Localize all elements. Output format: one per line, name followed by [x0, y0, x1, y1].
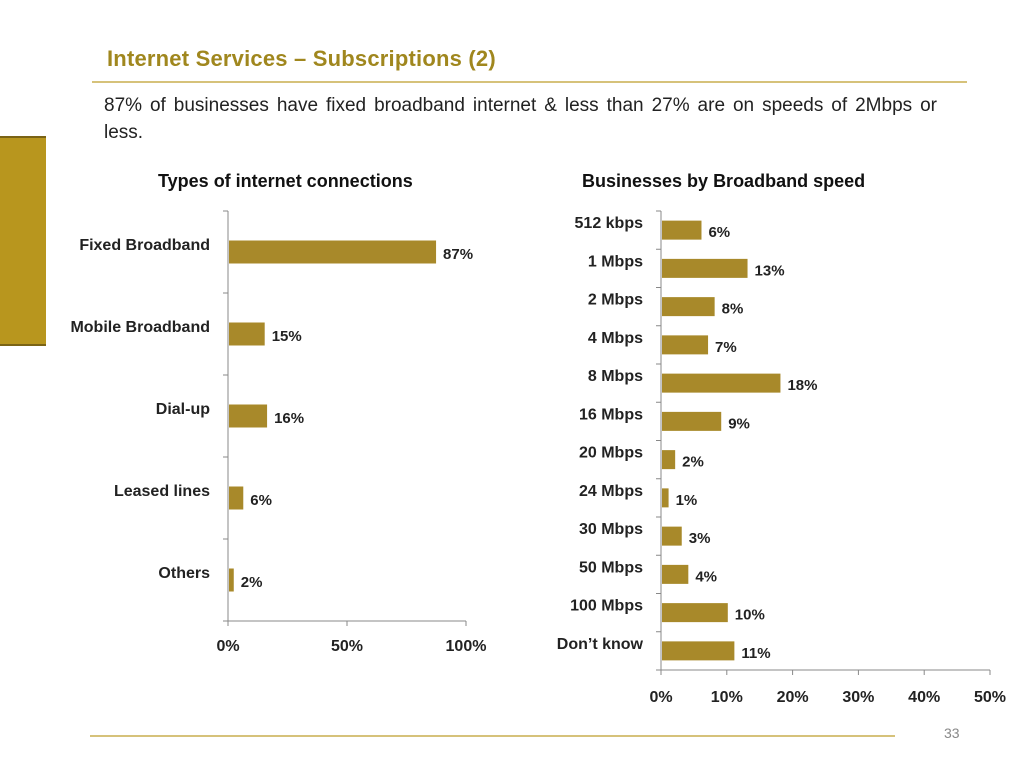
data-label: 8% — [722, 301, 744, 318]
title-divider — [92, 81, 967, 83]
data-label: 6% — [708, 224, 730, 241]
data-label: 87% — [443, 246, 473, 263]
chart-1-title: Types of internet connections — [158, 171, 413, 191]
bar — [229, 240, 437, 264]
category-label: 4 Mbps — [588, 330, 643, 347]
category-label: Dial-up — [156, 401, 210, 418]
category-label: 16 Mbps — [579, 406, 643, 423]
x-tick-label: 50% — [331, 638, 363, 655]
data-label: 9% — [728, 415, 750, 432]
x-tick-label: 20% — [777, 689, 809, 706]
category-label: 1 Mbps — [588, 253, 643, 270]
data-label: 18% — [787, 377, 817, 394]
bar — [662, 603, 728, 623]
bar — [662, 450, 676, 470]
data-label: 16% — [274, 410, 304, 427]
slide-title: Internet Services – Subscriptions (2) — [107, 46, 496, 71]
x-tick-label: 40% — [908, 689, 940, 706]
x-tick-label: 10% — [711, 689, 743, 706]
bar — [229, 486, 244, 510]
bar — [662, 258, 748, 278]
category-label: 8 Mbps — [588, 368, 643, 385]
bar — [662, 335, 709, 355]
data-label: 15% — [272, 328, 302, 345]
data-label: 6% — [250, 492, 272, 509]
slide-subtitle: 87% of businesses have fixed broadband i… — [104, 95, 937, 143]
bar — [229, 322, 265, 346]
accent-band — [0, 136, 46, 346]
x-tick-label: 100% — [446, 638, 487, 655]
category-label: Fixed Broadband — [79, 237, 210, 254]
bar — [662, 373, 781, 393]
bar — [229, 404, 268, 428]
data-label: 13% — [755, 262, 785, 279]
bar — [662, 564, 689, 584]
category-label: 2 Mbps — [588, 292, 643, 309]
category-label: Others — [158, 565, 210, 582]
data-label: 7% — [715, 339, 737, 356]
data-label: 2% — [241, 574, 263, 591]
category-label: Don’t know — [557, 636, 644, 653]
footer-divider — [90, 735, 895, 737]
category-label: Mobile Broadband — [70, 319, 210, 336]
chart-2-title: Businesses by Broadband speed — [582, 171, 866, 191]
category-label: 100 Mbps — [570, 598, 643, 615]
category-label: Leased lines — [114, 483, 210, 500]
category-label: 20 Mbps — [579, 445, 643, 462]
data-label: 4% — [695, 568, 717, 585]
bar — [662, 641, 735, 661]
x-tick-label: 0% — [649, 689, 672, 706]
page-number: 33 — [944, 725, 960, 741]
bar — [662, 297, 715, 317]
x-tick-label: 30% — [842, 689, 874, 706]
category-label: 30 Mbps — [579, 521, 643, 538]
bar — [662, 220, 702, 240]
x-tick-label: 0% — [216, 638, 239, 655]
category-label: 512 kbps — [575, 215, 644, 232]
category-label: 50 Mbps — [579, 559, 643, 576]
bar — [662, 488, 669, 508]
data-label: 10% — [735, 607, 765, 624]
data-label: 1% — [676, 492, 698, 509]
data-label: 11% — [741, 645, 770, 662]
bar — [662, 526, 682, 546]
data-label: 3% — [689, 530, 711, 547]
category-label: 24 Mbps — [579, 483, 643, 500]
bar — [229, 568, 234, 592]
data-label: 2% — [682, 454, 704, 471]
x-tick-label: 50% — [974, 689, 1006, 706]
bar — [662, 411, 722, 431]
